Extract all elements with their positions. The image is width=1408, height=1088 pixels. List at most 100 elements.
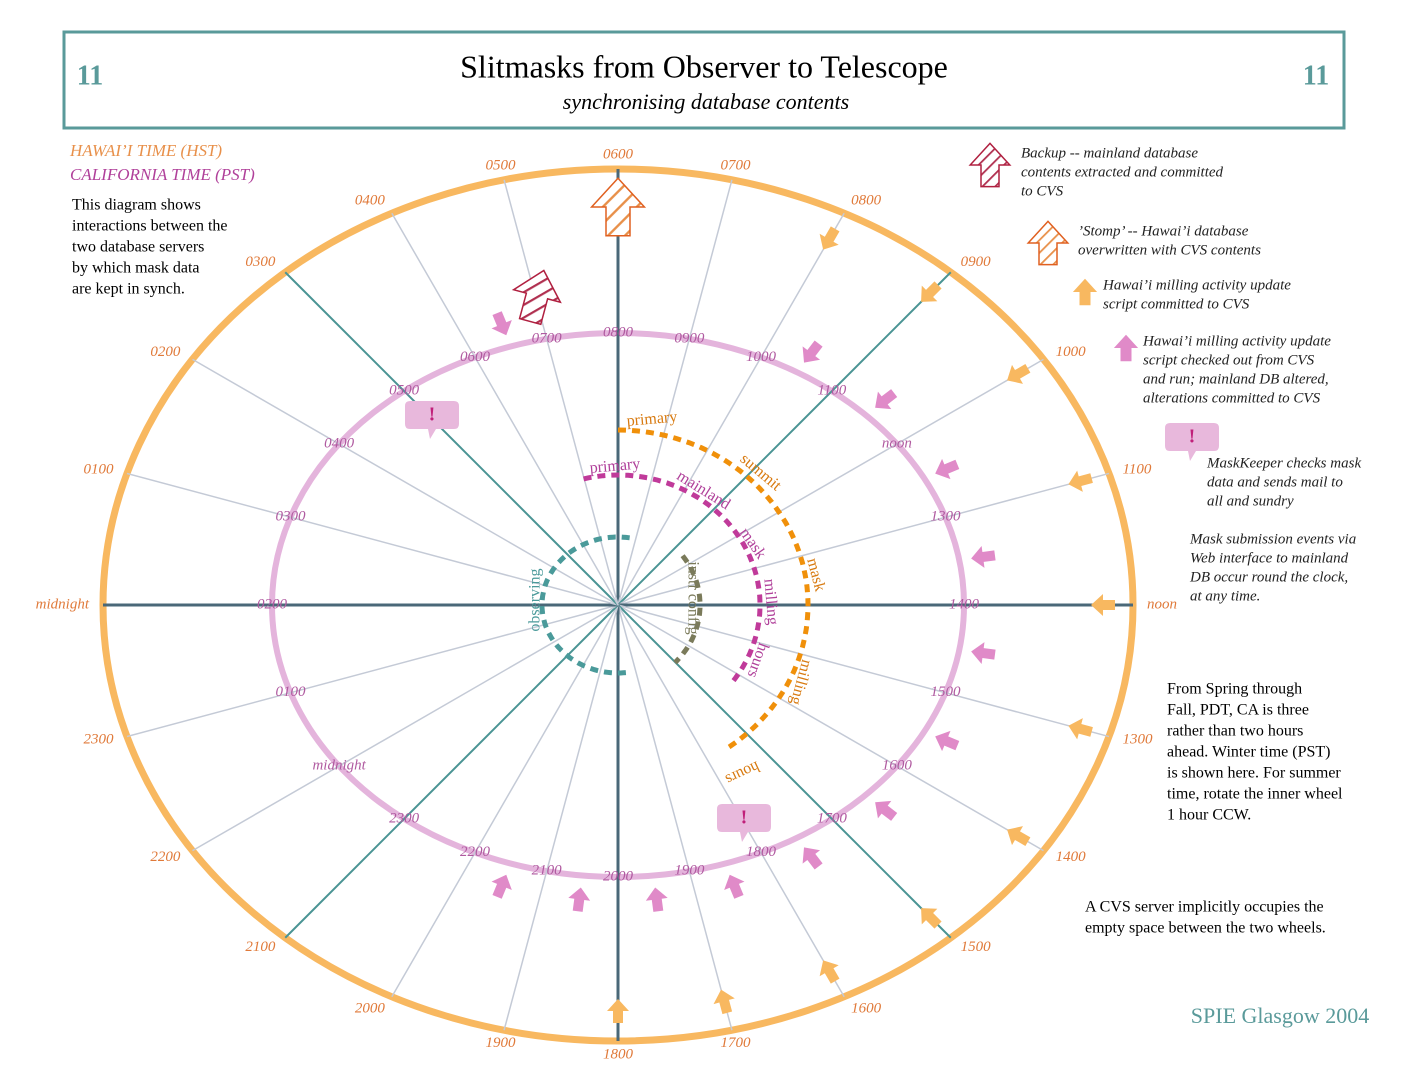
spoke (617, 271, 952, 606)
text-line: script committed to CVS (1103, 296, 1250, 312)
slide-number: 11 (77, 60, 103, 91)
text-line: ahead. Winter time (PST) (1167, 744, 1330, 761)
arrow (724, 874, 745, 899)
outer-hour-label: 0700 (721, 158, 752, 174)
inner-hour-label: midnight (312, 757, 366, 773)
text-line: Mask submission events via (1189, 531, 1356, 547)
arrow (1007, 364, 1031, 384)
title: Slitmasks from Observer to Telescope (460, 48, 948, 84)
inner-hour-label: 2000 (603, 868, 634, 884)
outer-hour-label: 1700 (721, 1035, 752, 1051)
arrow (802, 847, 823, 870)
arrow (1068, 470, 1093, 492)
text-line: This diagram shows (72, 197, 201, 214)
outer-hour-label: 0600 (603, 146, 634, 162)
arc-label: hours (744, 641, 772, 680)
outer-hour-label: midnight (36, 596, 90, 612)
arc-label: hours (723, 758, 762, 788)
arrow (819, 226, 840, 250)
text-line: empty space between the two wheels. (1085, 920, 1326, 937)
text-line: are kept in synch. (72, 281, 185, 298)
inner-hour-label: 0700 (532, 330, 563, 346)
text-line: by which mask data (72, 260, 200, 277)
arrow (971, 546, 996, 568)
instr-config-arc (673, 554, 703, 665)
inner-hour-label: 1700 (817, 810, 848, 826)
spoke (617, 604, 1044, 852)
text-line: alterations committed to CVS (1143, 390, 1321, 406)
arrow (607, 999, 629, 1023)
inner-hour-label: 1600 (882, 757, 913, 773)
inner-hour-label: 0200 (257, 596, 288, 612)
text-line: data and sends mail to (1207, 474, 1343, 490)
inner-hour-label: 1400 (949, 596, 980, 612)
arrow (491, 874, 512, 899)
outer-hour-label: 1600 (851, 1000, 882, 1016)
arrow (1068, 718, 1093, 740)
spoke (617, 358, 1044, 606)
alert-bubble: ! (717, 804, 771, 842)
spoke (617, 212, 845, 606)
inner-hour-label: 1300 (930, 509, 961, 525)
outer-hour-label: 2000 (355, 1000, 386, 1016)
spoke (192, 604, 619, 852)
mainland-arc (583, 472, 763, 683)
arrow (935, 458, 960, 480)
spoke (617, 179, 733, 606)
outer-hour-label: 0800 (851, 193, 882, 209)
outer-hour-label: 2300 (83, 732, 114, 748)
arrow (971, 642, 996, 664)
text-line: to CVS (1021, 183, 1064, 199)
arrow (921, 908, 942, 929)
arrow (819, 960, 840, 984)
outer-hour-label: 1800 (603, 1046, 634, 1062)
inner-hour-label: 0500 (389, 383, 420, 399)
spoke (391, 604, 619, 998)
arrow (875, 800, 898, 821)
spoke (126, 472, 619, 606)
outer-hour-label: 1000 (1056, 344, 1087, 360)
arrow (713, 989, 735, 1015)
slide-number: 11 (1303, 60, 1329, 91)
arc-label: instr config (684, 561, 701, 634)
alert-bubble: ! (405, 401, 459, 439)
outer-hour-label: 0100 (83, 461, 114, 477)
arrow (802, 340, 823, 363)
text-line: contents extracted and committed (1021, 164, 1224, 180)
summit-arc (617, 427, 811, 753)
footer: SPIE Glasgow 2004 (1191, 1003, 1369, 1028)
inner-hour-label: 1500 (930, 684, 961, 700)
bubble-shape (1165, 423, 1219, 461)
hst-label: HAWAI’I TIME (HST) (69, 141, 222, 160)
outer-hour-label: 1400 (1056, 849, 1087, 865)
backup-arrow (511, 269, 562, 326)
inner-hour-label: 0600 (460, 349, 491, 365)
text-line: is shown here. For summer (1167, 765, 1341, 782)
alert-bubble: ! (1165, 423, 1219, 461)
inner-hour-label: 1000 (746, 349, 777, 365)
subtitle: synchronising database contents (563, 89, 849, 114)
outer-hour-label: 2200 (150, 849, 181, 865)
arrow (921, 281, 942, 302)
text-line: rather than two hours (1167, 723, 1303, 740)
spoke (126, 604, 619, 738)
spoke (617, 604, 845, 998)
arc-label: milling (760, 578, 781, 626)
outer-hour-label: 1500 (961, 939, 992, 955)
observing-arc (539, 534, 632, 676)
text-line: Web interface to mainland (1190, 550, 1349, 566)
arc-label: primary (589, 455, 641, 476)
spoke (617, 604, 952, 939)
inner-hour-label: 0300 (276, 509, 307, 525)
outer-hour-label: noon (1147, 596, 1177, 612)
legend-icon (1113, 334, 1139, 362)
arrow (1007, 826, 1031, 846)
text-line: Hawai’i milling activity update (1102, 277, 1291, 293)
text-line: interactions between the (72, 218, 228, 235)
text-line: From Spring through (1167, 681, 1302, 698)
text-line: ’Stomp’ -- Hawai’i database (1078, 223, 1249, 239)
outer-hour-label: 0500 (485, 158, 516, 174)
arrow (935, 730, 960, 752)
